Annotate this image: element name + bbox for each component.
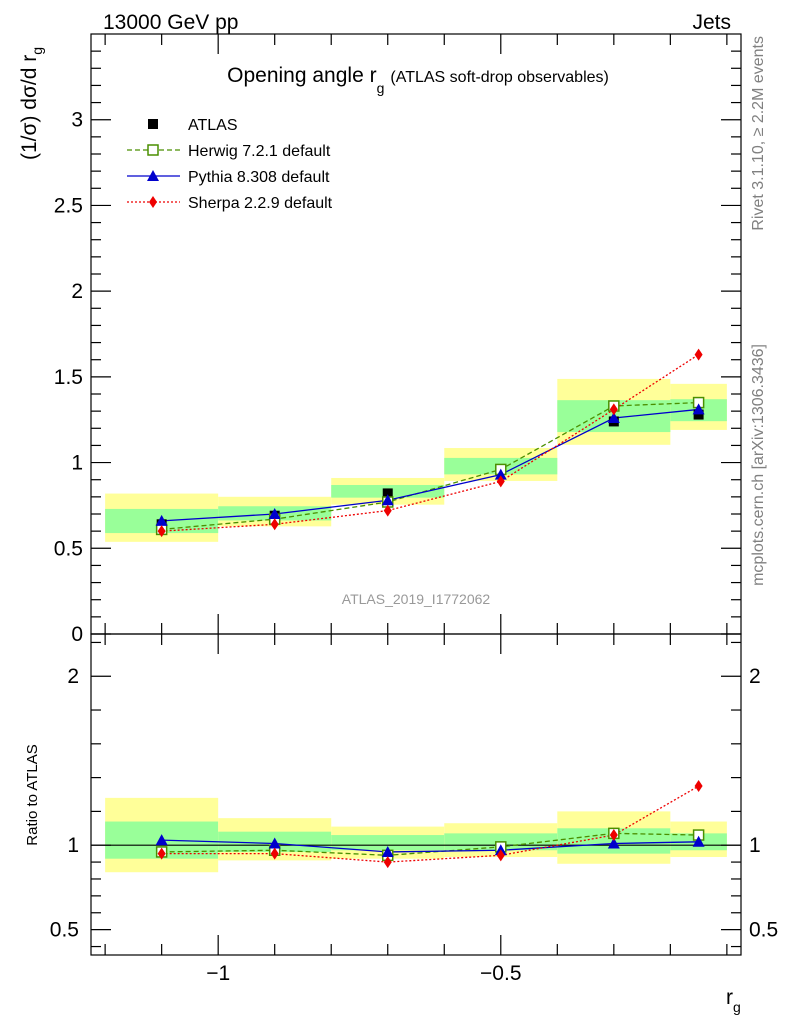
ratio-plot-frame: [90, 633, 742, 956]
tick-label: −1: [206, 962, 230, 985]
chart-title-main: Opening angle r: [227, 64, 376, 87]
uncertainty-bands-main: [105, 378, 727, 542]
series-point-ratio: [157, 847, 166, 860]
legend-label: Herwig 7.2.1 default: [188, 143, 331, 160]
rivet-version-label: Rivet 3.1.10, ≥ 2.2M events: [750, 36, 767, 231]
series-point-ratio: [383, 856, 392, 869]
chart-title-suffix: (ATLAS soft-drop observables): [390, 69, 608, 86]
series-point-main: [383, 504, 392, 517]
series-lines-main: [161, 354, 699, 532]
series-line-main: [161, 401, 699, 531]
y-axis-label-sub: g: [29, 47, 45, 55]
series-point-main: [155, 514, 168, 526]
series-point-main: [270, 518, 279, 531]
series-point-main: [609, 403, 618, 416]
tick-label: 0: [71, 623, 83, 646]
legend-marker: [147, 170, 159, 181]
series-point-main: [496, 475, 505, 488]
legend-label: ATLAS: [188, 117, 238, 134]
legend-marker: [149, 196, 157, 208]
tick-label: 2: [71, 280, 83, 303]
series-point-main: [692, 403, 705, 415]
tick-label: 1: [67, 834, 79, 857]
series-point-main: [381, 494, 394, 506]
series-point-main: [694, 348, 703, 361]
legend: ATLAS Herwig 7.2.1 default Pythia 8.308 de…: [127, 117, 333, 212]
series-line-ratio: [161, 839, 699, 853]
tick-label: 2: [67, 665, 79, 688]
x-axis-label: rg: [726, 986, 741, 1015]
tick-label: 0.5: [50, 919, 79, 942]
tick-label: −0.5: [480, 962, 521, 985]
x-axis-label-sub: g: [733, 999, 741, 1015]
tick-label: 1.5: [54, 366, 83, 389]
series-point-ratio: [268, 837, 281, 849]
analysis-watermark: ATLAS_2019_I1772062: [342, 591, 491, 607]
tick-label: 0.5: [54, 537, 83, 560]
plot-frames: [90, 33, 742, 956]
tick-label: 1: [749, 834, 761, 857]
series-point-main: [268, 508, 281, 519]
mcplots-label: mcplots.cern.ch [arXiv:1306.3436]: [750, 344, 767, 586]
tick-label: 3: [71, 109, 83, 132]
series-point-ratio: [381, 845, 394, 857]
series-point-ratio: [496, 849, 505, 862]
legend-marker: [148, 119, 158, 129]
tick-label: 0.5: [749, 919, 778, 942]
tick-label: 2: [749, 665, 761, 688]
series-point-main: [494, 468, 507, 480]
series-point-main: [157, 525, 166, 538]
series-point-ratio: [607, 837, 620, 849]
series-line-main: [161, 408, 699, 522]
x-axis-label-main: r: [726, 986, 733, 1009]
y-axis-label-main: (1/σ) dσ/d r: [18, 55, 41, 160]
data-marks: [155, 348, 705, 869]
tick-label: 1: [71, 452, 83, 475]
data-point: [693, 409, 704, 420]
series-point-ratio: [692, 835, 705, 847]
series-point-main: [607, 412, 620, 423]
legend-marker: [147, 144, 159, 156]
data-point: [382, 488, 393, 499]
series-point-ratio: [609, 829, 618, 842]
header-energy: 13000 GeV pp: [103, 11, 238, 34]
series-lines-ratio: [91, 785, 741, 863]
series-point-ratio: [270, 847, 279, 860]
legend-label: Pythia 8.308 default: [188, 169, 330, 186]
axis-ticks: −1 −0.5 0 0.5 1 1.5 2 2.5 3 0.5 0.5 1 1 2 2: [50, 34, 778, 985]
series-point-ratio: [155, 834, 168, 846]
series-line-main: [161, 354, 699, 532]
header-process: Jets: [692, 11, 731, 34]
chart-title: Opening angle rg (ATLAS soft-drop observa…: [227, 64, 609, 96]
ratio-axis-label: Ratio to ATLAS: [24, 744, 41, 845]
y-axis-label: (1/σ) dσ/d rg: [18, 47, 45, 160]
uncertainty-bands-ratio: [105, 797, 727, 873]
band-inner-ratio: [331, 835, 445, 851]
chart-title-sub: g: [377, 80, 385, 96]
series-point-ratio: [694, 780, 703, 793]
legend-label: Sherpa 2.2.9 default: [188, 195, 333, 212]
tick-label: 2.5: [54, 194, 83, 217]
